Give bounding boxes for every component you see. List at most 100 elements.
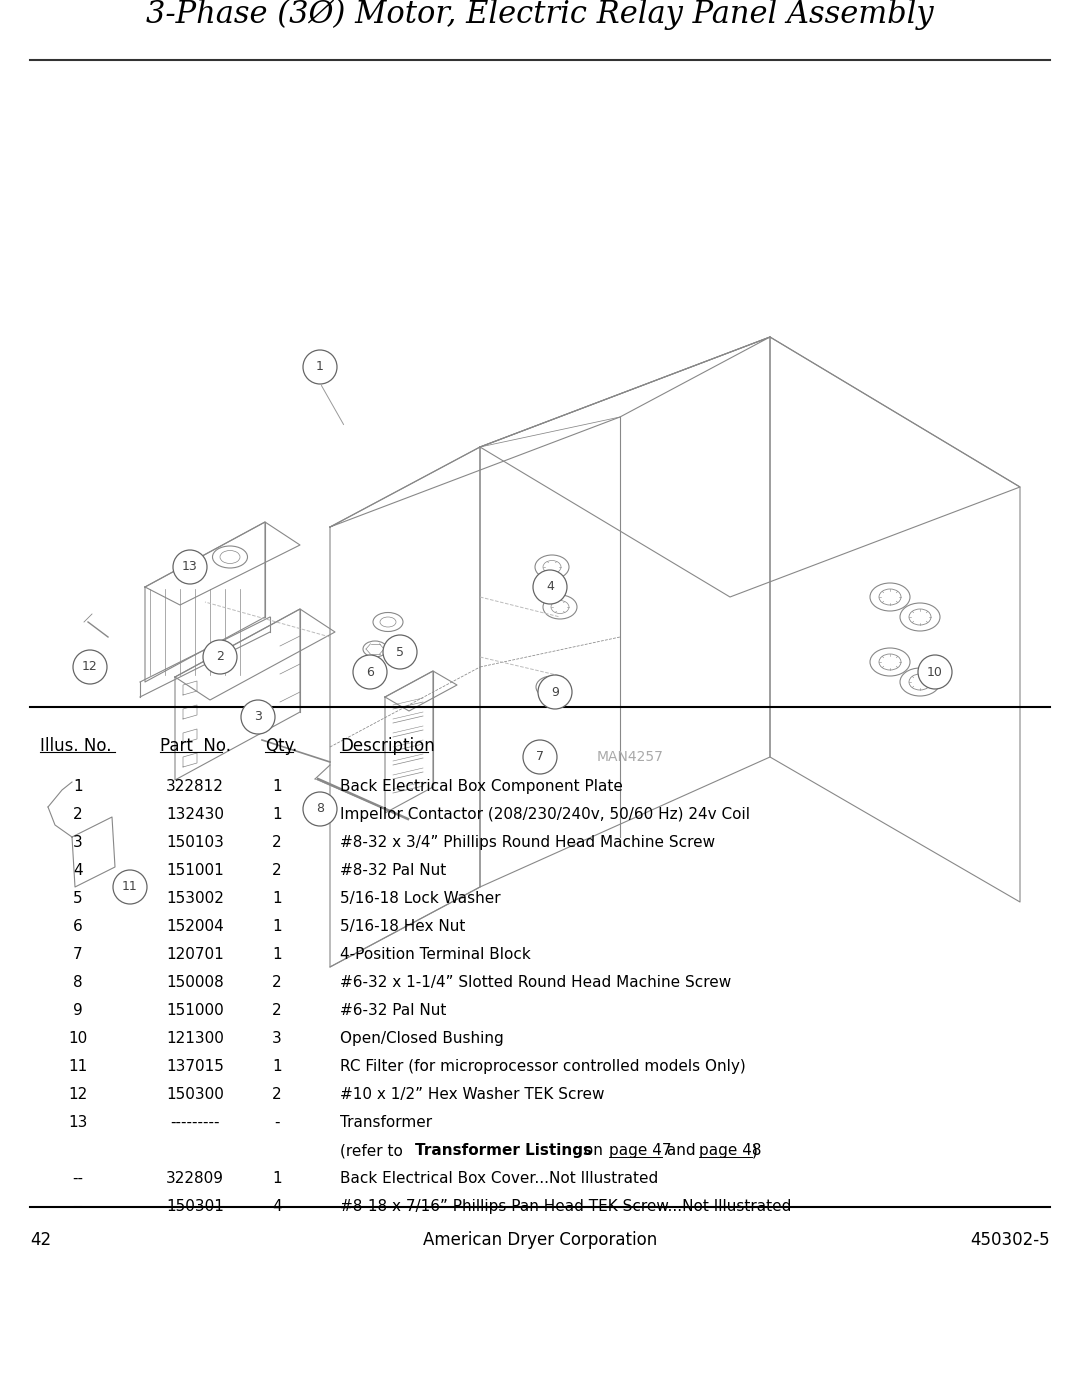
Text: 450302-5: 450302-5	[970, 1231, 1050, 1249]
Circle shape	[538, 675, 572, 710]
Text: 2: 2	[272, 1003, 282, 1018]
Text: 1: 1	[272, 919, 282, 935]
Text: 4-Position Terminal Block: 4-Position Terminal Block	[340, 947, 530, 963]
Text: 150008: 150008	[166, 975, 224, 990]
Text: 7: 7	[536, 750, 544, 764]
Text: 121300: 121300	[166, 1031, 224, 1046]
Text: #8-18 x 7/16” Phillips Pan Head TEK Screw...Not Illustrated: #8-18 x 7/16” Phillips Pan Head TEK Scre…	[340, 1199, 792, 1214]
Text: 132430: 132430	[166, 807, 224, 821]
Circle shape	[173, 550, 207, 584]
Text: 12: 12	[68, 1087, 87, 1102]
Text: 1: 1	[316, 360, 324, 373]
Circle shape	[303, 351, 337, 384]
Text: 1: 1	[272, 947, 282, 963]
Text: MAN4257: MAN4257	[596, 750, 663, 764]
Text: page 47: page 47	[609, 1143, 672, 1158]
Text: 1: 1	[272, 891, 282, 907]
Text: 5: 5	[73, 891, 83, 907]
Circle shape	[113, 870, 147, 904]
Text: Open/Closed Bushing: Open/Closed Bushing	[340, 1031, 503, 1046]
Text: #6-32 Pal Nut: #6-32 Pal Nut	[340, 1003, 446, 1018]
Circle shape	[203, 640, 237, 673]
Text: 3: 3	[73, 835, 83, 849]
Text: 5/16-18 Hex Nut: 5/16-18 Hex Nut	[340, 919, 465, 935]
Text: 3: 3	[272, 1031, 282, 1046]
Text: -: -	[274, 1115, 280, 1130]
Text: RC Filter (for microprocessor controlled models Only): RC Filter (for microprocessor controlled…	[340, 1059, 746, 1074]
Circle shape	[534, 570, 567, 604]
Text: 2: 2	[73, 807, 83, 821]
Text: 322812: 322812	[166, 780, 224, 793]
Text: 2: 2	[272, 1087, 282, 1102]
Text: ---------: ---------	[171, 1115, 219, 1130]
Text: 150301: 150301	[166, 1199, 224, 1214]
Circle shape	[918, 655, 951, 689]
Text: 2: 2	[272, 975, 282, 990]
Text: 9: 9	[73, 1003, 83, 1018]
Text: (refer to: (refer to	[340, 1143, 408, 1158]
Text: 153002: 153002	[166, 891, 224, 907]
Text: #6-32 x 1-1/4” Slotted Round Head Machine Screw: #6-32 x 1-1/4” Slotted Round Head Machin…	[340, 975, 731, 990]
Text: --: --	[72, 1199, 83, 1214]
Circle shape	[303, 792, 337, 826]
Text: 150103: 150103	[166, 835, 224, 849]
Circle shape	[383, 636, 417, 669]
Text: 1: 1	[272, 1059, 282, 1074]
Text: 9: 9	[551, 686, 559, 698]
Text: 3: 3	[254, 711, 262, 724]
Text: ): )	[752, 1143, 757, 1158]
Text: 137015: 137015	[166, 1059, 224, 1074]
Text: 8: 8	[73, 975, 83, 990]
Text: and: and	[661, 1143, 700, 1158]
Text: 11: 11	[68, 1059, 87, 1074]
Text: #8-32 Pal Nut: #8-32 Pal Nut	[340, 863, 446, 877]
Text: 11: 11	[122, 880, 138, 894]
Text: 120701: 120701	[166, 947, 224, 963]
Text: 5/16-18 Lock Washer: 5/16-18 Lock Washer	[340, 891, 501, 907]
Text: 2: 2	[216, 651, 224, 664]
Text: 322809: 322809	[166, 1171, 224, 1186]
Text: Qty.: Qty.	[265, 738, 297, 754]
Text: Impellor Contactor (208/230/240v, 50/60 Hz) 24v Coil: Impellor Contactor (208/230/240v, 50/60 …	[340, 807, 750, 821]
Text: Part  No.: Part No.	[160, 738, 231, 754]
Text: Back Electrical Box Component Plate: Back Electrical Box Component Plate	[340, 780, 623, 793]
Text: 151001: 151001	[166, 863, 224, 877]
Text: 151000: 151000	[166, 1003, 224, 1018]
Circle shape	[73, 650, 107, 685]
Text: 8: 8	[316, 802, 324, 816]
Text: 1: 1	[272, 780, 282, 793]
Text: Description: Description	[340, 738, 435, 754]
Text: #8-32 x 3/4” Phillips Round Head Machine Screw: #8-32 x 3/4” Phillips Round Head Machine…	[340, 835, 715, 849]
Text: --: --	[72, 1171, 83, 1186]
Text: 10: 10	[927, 665, 943, 679]
Text: 1: 1	[73, 780, 83, 793]
Circle shape	[523, 740, 557, 774]
Circle shape	[353, 655, 387, 689]
Circle shape	[241, 700, 275, 733]
Text: 10: 10	[68, 1031, 87, 1046]
Text: Back Electrical Box Cover...Not Illustrated: Back Electrical Box Cover...Not Illustra…	[340, 1171, 658, 1186]
Text: 3-Phase (3Ø) Motor, Electric Relay Panel Assembly: 3-Phase (3Ø) Motor, Electric Relay Panel…	[146, 0, 934, 29]
Text: 1: 1	[272, 1171, 282, 1186]
Text: on: on	[579, 1143, 608, 1158]
Text: Transformer: Transformer	[340, 1115, 432, 1130]
Text: 4: 4	[546, 581, 554, 594]
Text: 7: 7	[73, 947, 83, 963]
Text: 4: 4	[73, 863, 83, 877]
Text: 13: 13	[68, 1115, 87, 1130]
Text: 12: 12	[82, 661, 98, 673]
Text: Illus. No.: Illus. No.	[40, 738, 111, 754]
Text: 4: 4	[272, 1199, 282, 1214]
Text: 6: 6	[366, 665, 374, 679]
Text: 150300: 150300	[166, 1087, 224, 1102]
Text: 2: 2	[272, 835, 282, 849]
Text: 5: 5	[396, 645, 404, 658]
Text: 13: 13	[183, 560, 198, 574]
Text: 2: 2	[272, 863, 282, 877]
Text: 42: 42	[30, 1231, 51, 1249]
Text: American Dryer Corporation: American Dryer Corporation	[423, 1231, 657, 1249]
Text: #10 x 1/2” Hex Washer TEK Screw: #10 x 1/2” Hex Washer TEK Screw	[340, 1087, 605, 1102]
Text: 1: 1	[272, 807, 282, 821]
Text: 152004: 152004	[166, 919, 224, 935]
Text: 6: 6	[73, 919, 83, 935]
